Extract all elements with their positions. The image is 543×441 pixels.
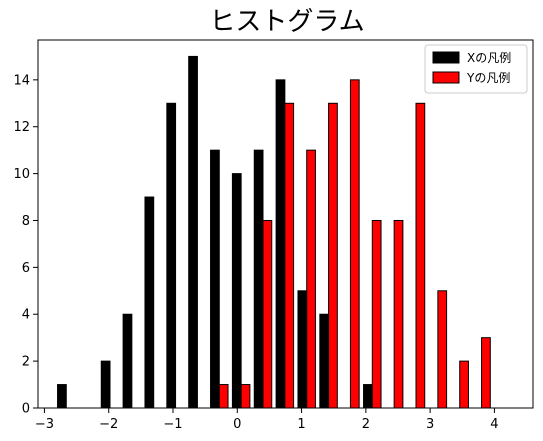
x-tick-label: −1 [163,417,182,432]
bar-series-2-bin-16 [393,219,404,409]
bar-series-2-bin-8 [218,384,229,409]
y-tick-label: 14 [13,73,30,88]
bar-series-2-bin-9 [240,384,251,409]
y-tick-label: 6 [22,261,30,276]
x-tick-label: −3 [35,417,54,432]
bar-series-1-bin-13 [319,313,330,409]
legend-swatch-series-1 [432,51,460,64]
bar-series-1-bin-8 [210,149,220,409]
x-tick-label: −2 [99,417,118,432]
bar-series-2-bin-14 [349,79,360,409]
bar-series-1-bin-9 [231,173,242,409]
y-tick-label: 8 [22,214,30,229]
bar-series-1-bin-12 [297,290,308,409]
chart-title: ヒストグラム [209,7,364,37]
legend-label-series-2: Yの凡例 [466,71,510,85]
bars-layer [57,55,491,409]
bar-series-1-bin-10 [253,149,264,409]
x-tick-label: 0 [233,417,241,432]
y-tick-label: 2 [22,355,30,370]
bar-series-1-bin-6 [166,102,177,409]
x-tick-label: 4 [490,417,498,432]
x-tick-label: 1 [297,417,305,432]
bar-series-1-bin-1 [57,384,67,409]
bar-series-2-bin-20 [481,337,491,409]
bar-series-2-bin-17 [415,102,426,409]
bar-series-1-bin-5 [144,196,155,409]
bar-series-1-bin-3 [100,360,111,409]
legend: Xの凡例 Yの凡例 [424,44,528,94]
legend-swatch-series-2 [432,71,460,84]
bar-series-1-bin-4 [122,313,133,409]
bar-series-2-bin-15 [371,219,382,409]
bar-series-1-bin-11 [275,79,286,409]
y-tick-label: 10 [13,167,30,182]
x-tick-label: 3 [426,417,434,432]
bar-series-2-bin-19 [459,360,469,409]
plot-frame [37,39,534,409]
y-tick-label: 12 [13,120,30,135]
bar-series-2-bin-13 [328,102,338,409]
bar-series-2-bin-10 [262,219,273,409]
bar-series-2-bin-12 [306,149,316,409]
x-tick-label: 2 [362,417,370,432]
y-tick-label: 0 [22,402,30,417]
bar-series-2-bin-18 [437,290,448,409]
bar-series-2-bin-11 [284,102,295,409]
bar-series-1-bin-15 [363,384,373,409]
bar-series-1-bin-7 [188,55,198,409]
legend-label-series-1: Xの凡例 [467,51,511,65]
y-tick-label: 4 [22,308,30,323]
